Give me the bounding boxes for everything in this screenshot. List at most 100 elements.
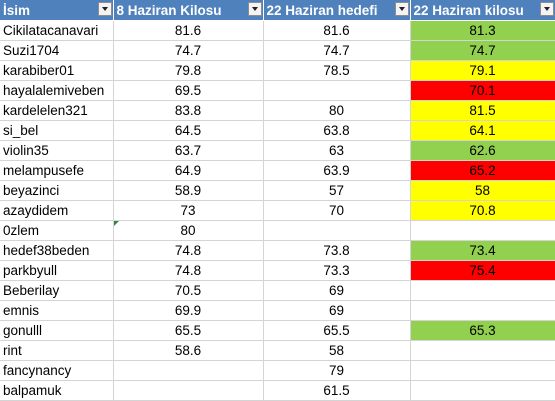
table-row: rint 58.6 58: [0, 340, 555, 361]
cell-kilo22[interactable]: 81.3: [410, 20, 555, 41]
cell-kilo8[interactable]: 65.5: [113, 320, 264, 341]
cell-hedef[interactable]: 63.9: [263, 160, 411, 181]
cell-name[interactable]: Beberilay: [0, 280, 114, 301]
cell-name[interactable]: hayalalemiveben: [0, 80, 114, 101]
cell-kilo8[interactable]: [113, 360, 264, 381]
cell-name[interactable]: hedef38beden: [0, 240, 114, 261]
cell-kilo22[interactable]: 62.6: [410, 140, 555, 161]
cell-hedef[interactable]: 58: [263, 340, 411, 361]
cell-name[interactable]: 0zlem: [0, 220, 114, 241]
cell-kilo8[interactable]: 69.9: [113, 300, 264, 321]
cell-kilo8[interactable]: 63.7: [113, 140, 264, 161]
cell-hedef[interactable]: 79: [263, 360, 411, 381]
cell-kilo22[interactable]: [410, 220, 555, 241]
cell-name[interactable]: parkbyull: [0, 260, 114, 281]
cell-hedef[interactable]: 81.6: [263, 20, 411, 41]
table-row: hayalalemiveben 69.5 70.1: [0, 80, 555, 101]
cell-kilo22[interactable]: 79.1: [410, 60, 555, 81]
header-kilo22[interactable]: 22 Haziran kilosu: [410, 0, 555, 21]
cell-kilo8[interactable]: 69.5: [113, 80, 264, 101]
table-row: si_bel 64.5 63.8 64.1: [0, 120, 555, 141]
cell-kilo8[interactable]: 74.8: [113, 260, 264, 281]
cell-kilo8[interactable]: [113, 380, 264, 401]
cell-hedef[interactable]: 73.3: [263, 260, 411, 281]
cell-hedef[interactable]: 63.8: [263, 120, 411, 141]
table-row: Beberilay 70.5 69: [0, 280, 555, 301]
cell-hedef[interactable]: 61.5: [263, 380, 411, 401]
header-kilo22-label: 22 Haziran kilosu: [413, 2, 524, 18]
cell-kilo22[interactable]: 74.7: [410, 40, 555, 61]
cell-hedef[interactable]: 70: [263, 200, 411, 221]
header-row: İsim 8 Haziran Kilosu 22 Haziran hedefi …: [0, 0, 555, 21]
filter-dropdown-icon[interactable]: [247, 2, 262, 16]
cell-kilo22[interactable]: 70.8: [410, 200, 555, 221]
table-row: beyazinci 58.9 57 58: [0, 180, 555, 201]
cell-hedef[interactable]: [263, 80, 411, 101]
cell-name[interactable]: rint: [0, 340, 114, 361]
cell-kilo8[interactable]: 58.6: [113, 340, 264, 361]
cell-name[interactable]: Suzi1704: [0, 40, 114, 61]
cell-hedef[interactable]: 63: [263, 140, 411, 161]
cell-kilo22[interactable]: [410, 280, 555, 301]
cell-name[interactable]: kardelelen321: [0, 100, 114, 121]
cell-name[interactable]: balpamuk: [0, 380, 114, 401]
cell-kilo8[interactable]: 74.8: [113, 240, 264, 261]
cell-kilo8[interactable]: 70.5: [113, 280, 264, 301]
header-hedef[interactable]: 22 Haziran hedefi: [263, 0, 411, 21]
table-row: kardelelen321 83.8 80 81.5: [0, 100, 555, 121]
cell-hedef[interactable]: 73.8: [263, 240, 411, 261]
cell-hedef[interactable]: 74.7: [263, 40, 411, 61]
cell-hedef[interactable]: [263, 220, 411, 241]
header-name[interactable]: İsim: [0, 0, 114, 21]
filter-dropdown-icon[interactable]: [97, 2, 112, 16]
cell-name[interactable]: azaydidem: [0, 200, 114, 221]
cell-kilo22[interactable]: 81.5: [410, 100, 555, 121]
cell-kilo22[interactable]: 65.2: [410, 160, 555, 181]
cell-name[interactable]: beyazinci: [0, 180, 114, 201]
cell-hedef[interactable]: 65.5: [263, 320, 411, 341]
cell-hedef[interactable]: 78.5: [263, 60, 411, 81]
header-kilo8-label: 8 Haziran Kilosu: [116, 2, 222, 18]
cell-kilo22[interactable]: [410, 360, 555, 381]
cell-hedef[interactable]: 69: [263, 280, 411, 301]
cell-kilo22[interactable]: [410, 380, 555, 401]
cell-kilo22[interactable]: [410, 300, 555, 321]
cell-kilo8[interactable]: 73: [113, 200, 264, 221]
cell-name[interactable]: violin35: [0, 140, 114, 161]
cell-name[interactable]: karabiber01: [0, 60, 114, 81]
cell-hedef[interactable]: 57: [263, 180, 411, 201]
cell-name[interactable]: gonulll: [0, 320, 114, 341]
cell-kilo8[interactable]: 64.5: [113, 120, 264, 141]
cell-name[interactable]: Cikilatacanavari: [0, 20, 114, 41]
header-kilo8[interactable]: 8 Haziran Kilosu: [113, 0, 264, 21]
cell-hedef[interactable]: 80: [263, 100, 411, 121]
filter-dropdown-icon[interactable]: [539, 2, 554, 16]
filter-dropdown-icon[interactable]: [394, 2, 409, 16]
table-body: Cikilatacanavari 81.6 81.6 81.3 Suzi1704 74.7…: [0, 20, 555, 401]
cell-kilo8[interactable]: 58.9: [113, 180, 264, 201]
cell-kilo8[interactable]: 83.8: [113, 100, 264, 121]
error-indicator-icon[interactable]: [113, 221, 119, 226]
cell-kilo22[interactable]: 65.3: [410, 320, 555, 341]
cell-kilo22[interactable]: 73.4: [410, 240, 555, 261]
cell-kilo22[interactable]: 64.1: [410, 120, 555, 141]
cell-kilo8[interactable]: 81.6: [113, 20, 264, 41]
cell-kilo22[interactable]: 70.1: [410, 80, 555, 101]
cell-name[interactable]: melampusefe: [0, 160, 114, 181]
cell-kilo22[interactable]: 58: [410, 180, 555, 201]
table-row: parkbyull 74.8 73.3 75.4: [0, 260, 555, 281]
cell-name[interactable]: si_bel: [0, 120, 114, 141]
cell-name[interactable]: fancynancy: [0, 360, 114, 381]
cell-hedef[interactable]: 69: [263, 300, 411, 321]
table-row: balpamuk 61.5: [0, 380, 555, 401]
cell-kilo8[interactable]: 64.9: [113, 160, 264, 181]
cell-kilo22[interactable]: [410, 340, 555, 361]
cell-kilo22[interactable]: 75.4: [410, 260, 555, 281]
table-row: fancynancy 79: [0, 360, 555, 381]
cell-name[interactable]: emnis: [0, 300, 114, 321]
cell-kilo8[interactable]: 74.7: [113, 40, 264, 61]
cell-kilo8[interactable]: 80: [113, 220, 264, 241]
cell-kilo8[interactable]: 79.8: [113, 60, 264, 81]
